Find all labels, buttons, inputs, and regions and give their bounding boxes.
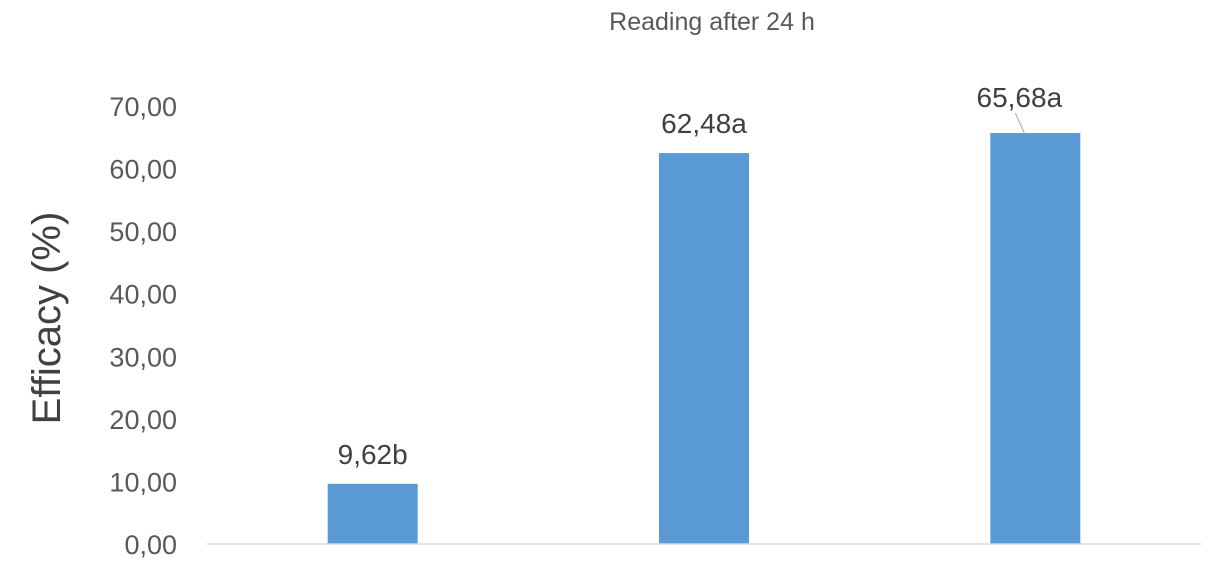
data-label: 65,68a [977,82,1063,113]
y-tick-label: 20,00 [109,405,177,435]
data-label: 62,48a [661,108,747,139]
bars [327,133,1081,544]
y-tick-label: 0,00 [124,530,177,560]
y-axis-ticks: 0,00 10,00 20,00 30,00 40,00 50,00 60,00 70,00 [109,92,177,560]
leader-line [1014,112,1025,134]
bar [990,133,1081,544]
bar [659,153,749,544]
y-tick-label: 30,00 [109,342,177,372]
chart-title: Reading after 24 h [609,8,815,36]
y-axis-label: Efficacy (%) [25,212,69,425]
y-tick-label: 60,00 [109,155,177,185]
bar [327,483,418,544]
y-tick-label: 10,00 [109,467,177,497]
data-label: 9,62b [338,439,408,470]
y-tick-label: 70,00 [109,92,177,122]
data-labels: 9,62b 62,48a 65,68a [338,82,1063,470]
y-tick-label: 40,00 [109,280,177,310]
y-tick-label: 50,00 [109,217,177,247]
